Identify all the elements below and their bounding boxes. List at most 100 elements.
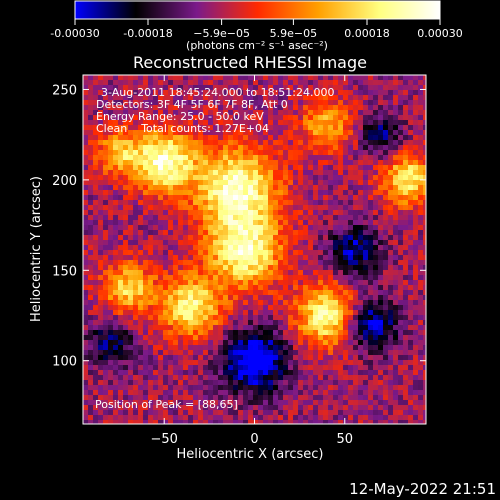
heatmap-cell (133, 195, 138, 200)
heatmap-cell (223, 260, 228, 265)
heatmap-cell (318, 325, 323, 330)
heatmap-cell (103, 95, 108, 100)
heatmap-cell (203, 310, 208, 315)
heatmap-cell (343, 200, 348, 205)
heatmap-cell (348, 315, 353, 320)
heatmap-cell (348, 170, 353, 175)
heatmap-cell (88, 280, 93, 285)
heatmap-cell (378, 290, 383, 295)
heatmap-cell (283, 105, 288, 110)
heatmap-cell (93, 105, 98, 110)
heatmap-cell (338, 305, 343, 310)
heatmap-cell (338, 110, 343, 115)
heatmap-cell (88, 295, 93, 300)
heatmap-cell (133, 380, 138, 385)
heatmap-cell (333, 335, 338, 340)
heatmap-cell (138, 365, 143, 370)
heatmap-cell (223, 215, 228, 220)
heatmap-cell (103, 220, 108, 225)
heatmap-cell (218, 150, 223, 155)
heatmap-cell (363, 140, 368, 145)
heatmap-cell (373, 205, 378, 210)
heatmap-cell (288, 375, 293, 380)
heatmap-cell (343, 105, 348, 110)
heatmap-cell (243, 265, 248, 270)
heatmap-cell (108, 295, 113, 300)
heatmap-cell (118, 100, 123, 105)
heatmap-cell (118, 320, 123, 325)
heatmap-cell (258, 390, 263, 395)
heatmap-cell (133, 225, 138, 230)
heatmap-cell (408, 195, 413, 200)
heatmap-cell (238, 285, 243, 290)
heatmap-cell (158, 375, 163, 380)
heatmap-cell (343, 260, 348, 265)
heatmap-cell (198, 170, 203, 175)
heatmap-cell (363, 150, 368, 155)
heatmap-cell (223, 165, 228, 170)
heatmap-cell (213, 265, 218, 270)
heatmap-cell (123, 330, 128, 335)
heatmap-cell (373, 160, 378, 165)
heatmap-cell (243, 110, 248, 115)
heatmap-cell (268, 120, 273, 125)
heatmap-cell (218, 210, 223, 215)
heatmap-cell (338, 80, 343, 85)
heatmap-cell (223, 240, 228, 245)
heatmap-cell (393, 215, 398, 220)
heatmap-cell (393, 240, 398, 245)
heatmap-cell (163, 100, 168, 105)
heatmap-cell (243, 220, 248, 225)
heatmap-cell (283, 85, 288, 90)
heatmap-cell (298, 230, 303, 235)
heatmap-cell (353, 395, 358, 400)
heatmap-cell (93, 100, 98, 105)
heatmap-cell (88, 240, 93, 245)
heatmap-cell (228, 95, 233, 100)
heatmap-cell (388, 110, 393, 115)
heatmap-cell (223, 255, 228, 260)
heatmap-cell (153, 105, 158, 110)
heatmap-cell (193, 85, 198, 90)
heatmap-cell (418, 330, 423, 335)
heatmap-cell (313, 410, 318, 415)
heatmap-cell (193, 150, 198, 155)
heatmap-cell (98, 420, 103, 424)
heatmap-cell (218, 170, 223, 175)
heatmap-cell (318, 380, 323, 385)
heatmap-cell (83, 85, 88, 90)
heatmap-cell (163, 130, 168, 135)
heatmap-cell (163, 410, 168, 415)
heatmap-cell (243, 335, 248, 340)
heatmap-cell (103, 285, 108, 290)
heatmap-cell (98, 135, 103, 140)
heatmap-cell (293, 185, 298, 190)
heatmap-cell (393, 285, 398, 290)
heatmap-cell (263, 280, 268, 285)
heatmap-cell (113, 285, 118, 290)
heatmap-cell (363, 335, 368, 340)
heatmap-cell (198, 290, 203, 295)
heatmap-cell (118, 210, 123, 215)
heatmap-cell (178, 195, 183, 200)
heatmap-cell (183, 105, 188, 110)
heatmap-cell (153, 195, 158, 200)
heatmap-cell (383, 405, 388, 410)
heatmap-cell (138, 380, 143, 385)
heatmap-cell (358, 280, 363, 285)
heatmap-cell (383, 195, 388, 200)
heatmap-cell (378, 185, 383, 190)
heatmap-cell (328, 90, 333, 95)
heatmap-cell (303, 95, 308, 100)
heatmap-cell (103, 190, 108, 195)
heatmap-cell (88, 285, 93, 290)
heatmap-cell (238, 400, 243, 405)
heatmap-cell (123, 260, 128, 265)
heatmap-cell (413, 95, 418, 100)
heatmap-cell (118, 415, 123, 420)
heatmap-cell (293, 270, 298, 275)
heatmap-cell (313, 340, 318, 345)
heatmap-cell (333, 85, 338, 90)
heatmap-cell (148, 405, 153, 410)
heatmap-cell (208, 205, 213, 210)
